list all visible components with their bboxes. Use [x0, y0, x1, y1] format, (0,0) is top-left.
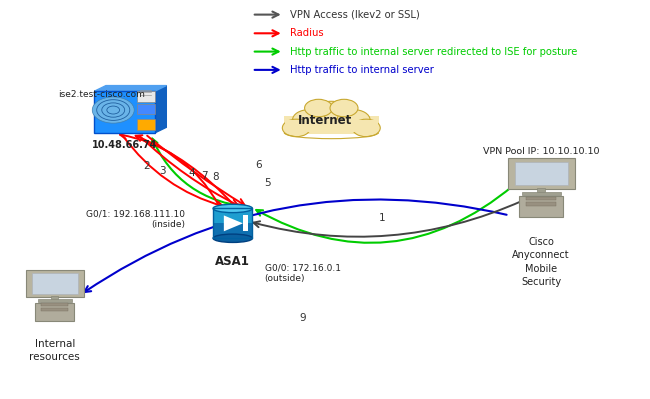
- Bar: [283, 116, 379, 134]
- Circle shape: [337, 110, 370, 130]
- Text: Internet: Internet: [298, 114, 352, 127]
- Text: 7: 7: [201, 171, 207, 181]
- Text: 8: 8: [213, 172, 219, 182]
- Text: VPN Pool IP: 10.10.10.10: VPN Pool IP: 10.10.10.10: [483, 147, 599, 156]
- Bar: [42, 303, 68, 306]
- Text: Internal
resources: Internal resources: [29, 339, 80, 362]
- Circle shape: [311, 101, 352, 127]
- FancyArrowPatch shape: [120, 132, 218, 205]
- Text: G0/1: 192.168.111.10
(inside): G0/1: 192.168.111.10 (inside): [86, 210, 185, 229]
- Bar: [32, 273, 78, 294]
- Bar: [38, 299, 72, 302]
- Bar: [537, 188, 545, 192]
- Bar: [526, 202, 556, 205]
- Text: Http traffic to internal server: Http traffic to internal server: [290, 65, 434, 75]
- FancyArrowPatch shape: [123, 136, 223, 207]
- Bar: [526, 197, 556, 200]
- Text: VPN Access (Ikev2 or SSL): VPN Access (Ikev2 or SSL): [290, 10, 420, 20]
- Ellipse shape: [213, 204, 252, 213]
- FancyArrowPatch shape: [136, 135, 234, 205]
- Circle shape: [282, 119, 310, 137]
- Text: ise2.test-cisco.com: ise2.test-cisco.com: [58, 90, 145, 99]
- Polygon shape: [94, 85, 166, 91]
- Text: 9: 9: [300, 313, 306, 323]
- Circle shape: [92, 97, 134, 123]
- Bar: [521, 192, 561, 195]
- Text: Radius: Radius: [290, 28, 324, 38]
- Bar: [213, 208, 252, 238]
- Bar: [26, 270, 84, 297]
- FancyArrowPatch shape: [254, 201, 523, 237]
- FancyArrowPatch shape: [152, 138, 249, 207]
- Bar: [137, 104, 155, 115]
- Text: 3: 3: [160, 166, 166, 176]
- Bar: [515, 162, 567, 186]
- Circle shape: [352, 119, 380, 137]
- Bar: [213, 223, 252, 238]
- Text: 2: 2: [143, 161, 150, 171]
- Bar: [137, 119, 155, 130]
- Text: Cisco
Anyconnect
Mobile
Security: Cisco Anyconnect Mobile Security: [512, 237, 570, 287]
- Text: Http traffic to internal server redirected to ISE for posture: Http traffic to internal server redirect…: [290, 47, 577, 57]
- Bar: [42, 308, 68, 311]
- Text: ASA1: ASA1: [215, 255, 250, 268]
- Bar: [137, 91, 155, 102]
- Bar: [519, 196, 564, 217]
- FancyArrowPatch shape: [147, 136, 244, 205]
- FancyArrowPatch shape: [139, 136, 238, 205]
- FancyArrowPatch shape: [255, 30, 278, 36]
- Text: G0/0: 172.16.0.1
(outside): G0/0: 172.16.0.1 (outside): [265, 263, 341, 282]
- Text: 4: 4: [189, 168, 196, 178]
- Ellipse shape: [213, 234, 252, 243]
- Bar: [35, 303, 74, 321]
- Text: 1: 1: [379, 213, 385, 223]
- Bar: [94, 91, 155, 133]
- Bar: [285, 120, 378, 132]
- Text: 5: 5: [264, 178, 270, 188]
- Circle shape: [305, 99, 333, 117]
- Polygon shape: [155, 85, 166, 133]
- Bar: [243, 215, 248, 231]
- FancyArrowPatch shape: [255, 67, 278, 73]
- Text: 10.48.66.74: 10.48.66.74: [92, 140, 157, 150]
- Bar: [508, 158, 575, 190]
- FancyArrowPatch shape: [255, 49, 278, 55]
- Bar: [51, 296, 58, 300]
- FancyArrowPatch shape: [256, 186, 514, 243]
- Polygon shape: [224, 215, 243, 231]
- FancyArrowPatch shape: [255, 12, 278, 18]
- Circle shape: [330, 99, 358, 117]
- Text: 6: 6: [255, 160, 262, 170]
- Circle shape: [292, 110, 326, 130]
- FancyArrowPatch shape: [84, 200, 506, 292]
- Bar: [213, 208, 252, 238]
